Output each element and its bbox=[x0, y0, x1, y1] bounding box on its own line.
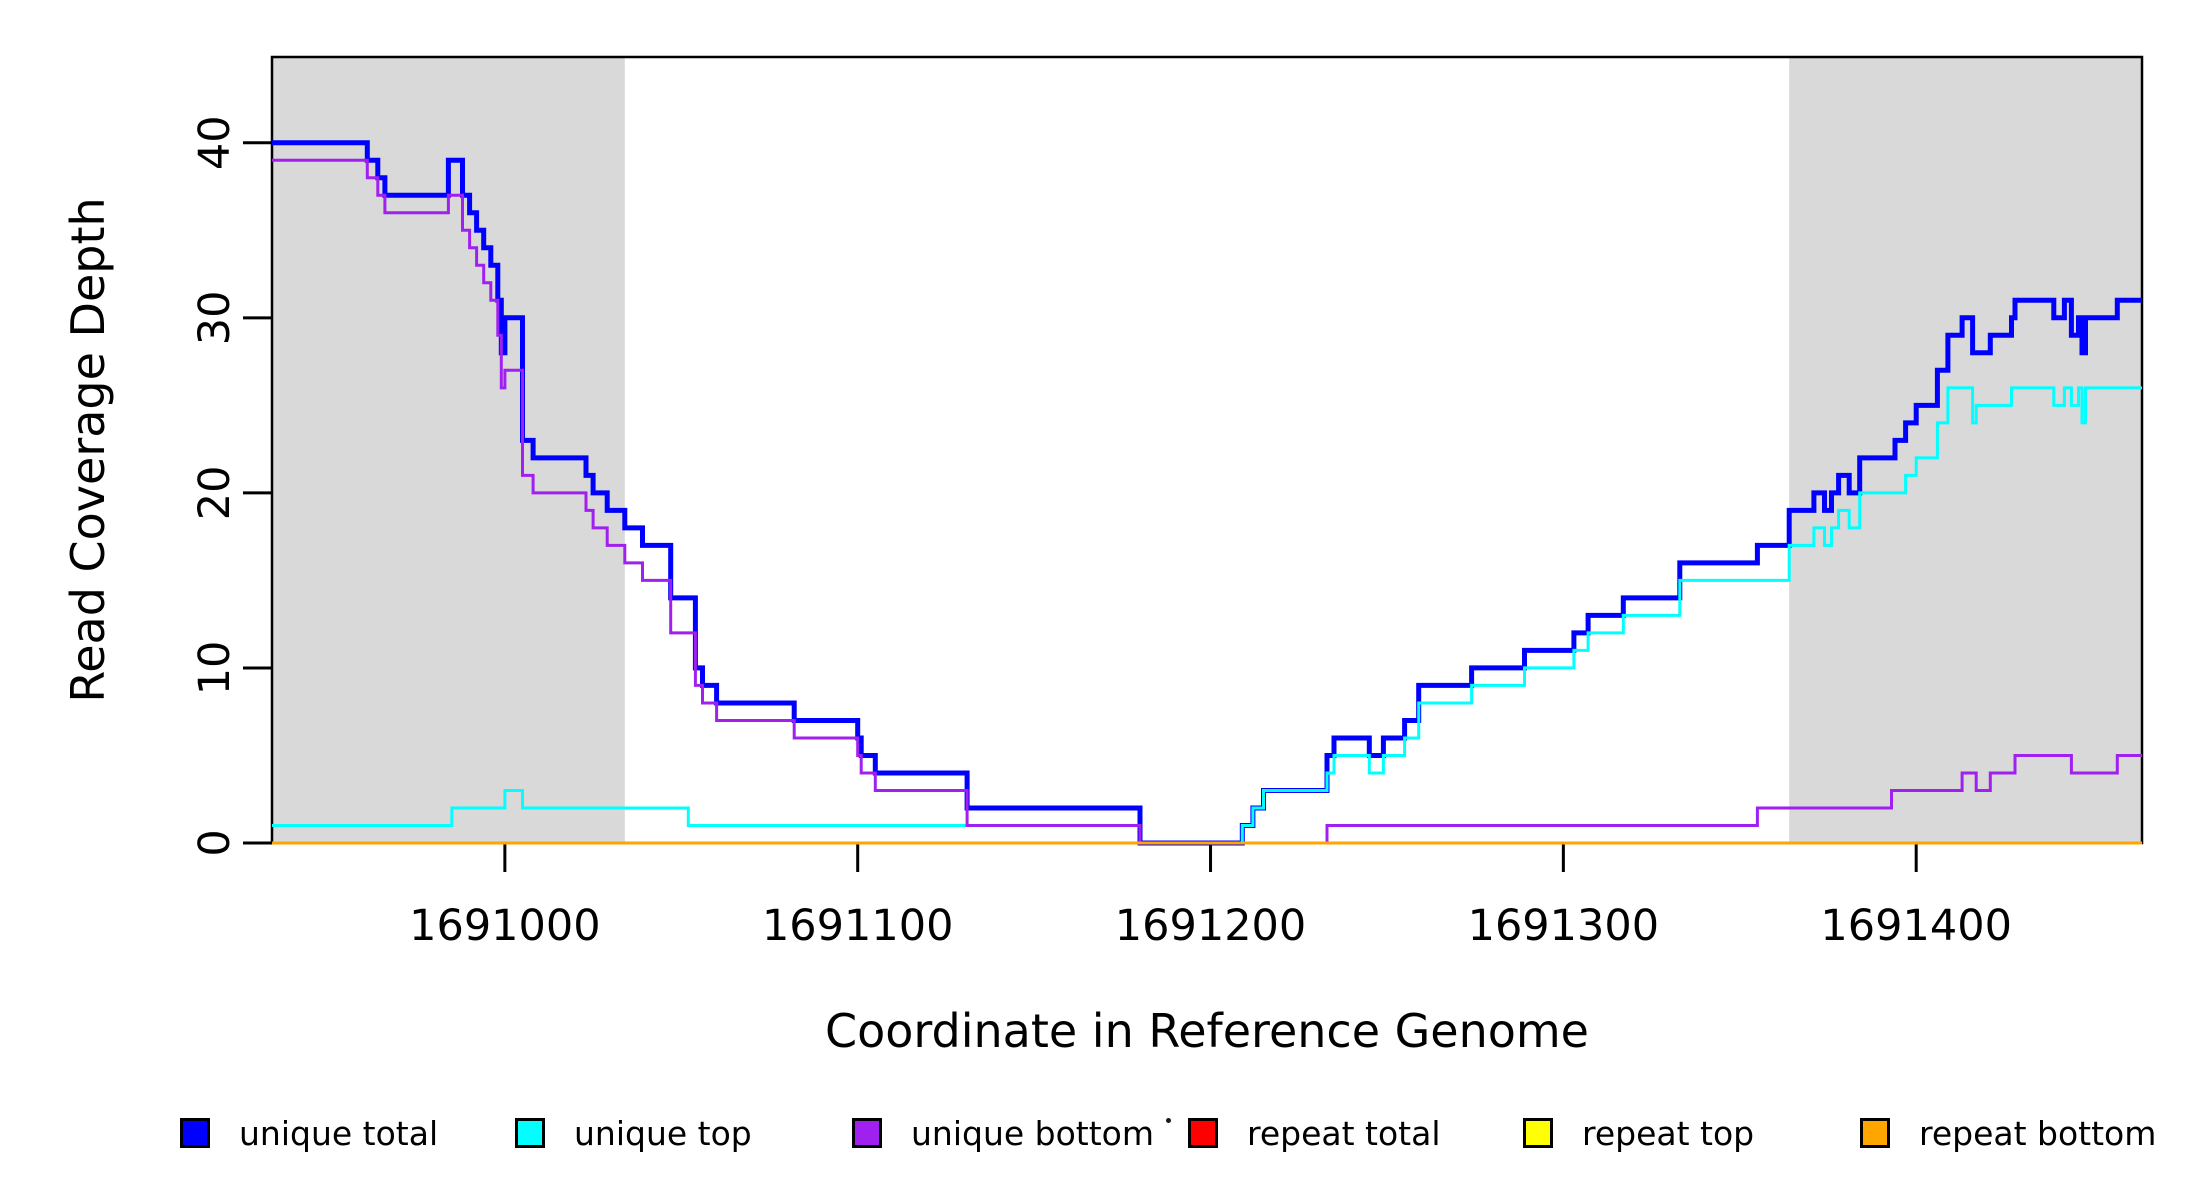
svg-text:10: 10 bbox=[190, 641, 240, 696]
svg-text:40: 40 bbox=[190, 115, 240, 170]
y-axis-title: Read Coverage Depth bbox=[61, 197, 115, 703]
svg-text:1691300: 1691300 bbox=[1468, 901, 1660, 951]
stray-dot bbox=[1166, 1118, 1171, 1123]
svg-text:1691000: 1691000 bbox=[409, 901, 601, 951]
svg-text:1691100: 1691100 bbox=[762, 901, 954, 951]
svg-text:1691400: 1691400 bbox=[1820, 901, 2012, 951]
svg-text:30: 30 bbox=[190, 290, 240, 345]
x-axis-title: Coordinate in Reference Genome bbox=[825, 1004, 1589, 1058]
svg-text:1691200: 1691200 bbox=[1115, 901, 1307, 951]
svg-text:20: 20 bbox=[190, 466, 240, 521]
svg-text:0: 0 bbox=[190, 829, 240, 856]
